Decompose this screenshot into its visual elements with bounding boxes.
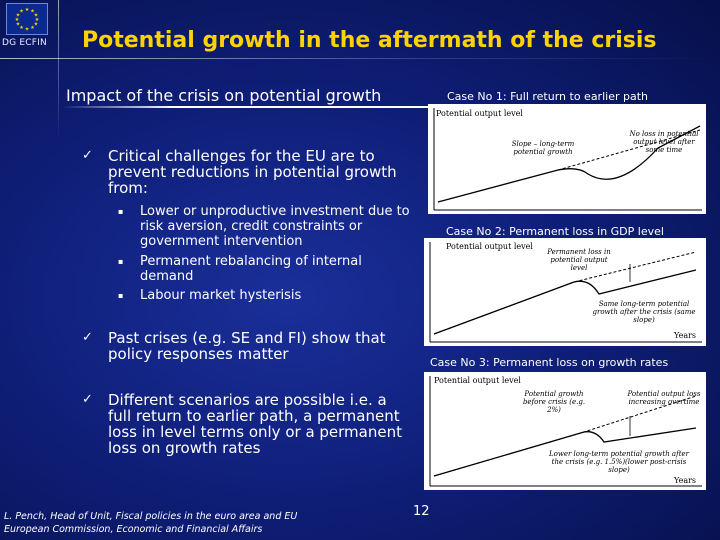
svg-text:★: ★ xyxy=(19,25,24,31)
case-1-diagram: Potential output level Slope – long-term… xyxy=(428,104,706,214)
diagram-annotation: Potential output loss increasing overtim… xyxy=(627,390,701,406)
bullet-text: Different scenarios are possible i.e. a … xyxy=(108,391,402,457)
x-axis-label: Years xyxy=(674,331,697,340)
case-3-diagram: Potential output level Potential growth … xyxy=(424,372,706,490)
header-divider xyxy=(0,58,720,59)
sub-bullet-text: Permanent rebalancing of internal demand xyxy=(140,254,362,284)
checkmark-icon: ✓ xyxy=(82,392,93,407)
case-2-diagram: Potential output level Permanent loss in… xyxy=(424,238,706,346)
case-1-label: Case No 1: Full return to earlier path xyxy=(447,90,648,103)
svg-text:★: ★ xyxy=(25,27,30,33)
bullet-text: Critical challenges for the EU are to pr… xyxy=(108,147,397,197)
svg-text:★: ★ xyxy=(19,9,24,15)
svg-text:★: ★ xyxy=(34,22,39,28)
footer-credit: L. Pench, Head of Unit, Fiscal policies … xyxy=(4,510,334,536)
checkmark-icon: ✓ xyxy=(82,148,93,163)
section-subtitle: Impact of the crisis on potential growth xyxy=(66,86,382,105)
case-2-label: Case No 2: Permanent loss in GDP level xyxy=(446,225,664,238)
footer-line: European Commission, Economic and Financ… xyxy=(4,524,263,535)
square-bullet-icon: ▪ xyxy=(118,257,124,266)
svg-text:★: ★ xyxy=(35,17,40,23)
subtitle-underline xyxy=(62,106,432,108)
svg-text:★: ★ xyxy=(25,7,30,13)
diagram-annotation: Lower long-term potential growth after t… xyxy=(548,450,690,474)
sub-bullet-text: Lower or unproductive investment due to … xyxy=(140,204,410,249)
case-3-label: Case No 3: Permanent loss on growth rate… xyxy=(430,356,669,369)
header-vertical-divider xyxy=(58,0,59,140)
footer-line: L. Pench, Head of Unit, Fiscal policies … xyxy=(4,511,298,522)
page-title: Potential growth in the aftermath of the… xyxy=(82,28,657,53)
x-axis-label: Years xyxy=(674,476,697,485)
svg-text:★: ★ xyxy=(16,22,21,28)
page-number: 12 xyxy=(413,504,430,519)
checkmark-icon: ✓ xyxy=(82,330,93,345)
svg-text:★: ★ xyxy=(34,13,39,19)
y-axis-label: Potential output level xyxy=(434,376,521,385)
diagram-annotation: Slope – long-term potential growth xyxy=(511,140,575,156)
svg-text:★: ★ xyxy=(30,9,35,15)
square-bullet-icon: ▪ xyxy=(118,291,124,300)
eu-flag-icon: ★ ★ ★ ★ ★ ★ ★ ★ ★ ★ ★ ★ xyxy=(6,3,48,35)
diagram-annotation: No loss in potential output level after … xyxy=(629,130,699,154)
y-axis-label: Potential output level xyxy=(446,242,533,251)
sub-bullet-text: Labour market hysterisis xyxy=(140,288,302,303)
square-bullet-icon: ▪ xyxy=(118,207,124,216)
svg-text:★: ★ xyxy=(16,13,21,19)
svg-text:★: ★ xyxy=(30,25,35,31)
svg-text:★: ★ xyxy=(15,17,20,23)
diagram-annotation: Permanent loss in potential output level xyxy=(547,248,611,272)
diagram-annotation: Same long-term potential growth after th… xyxy=(592,300,696,324)
bullet-text: Past crises (e.g. SE and FI) show that p… xyxy=(108,329,386,363)
y-axis-label: Potential output level xyxy=(436,109,523,118)
org-label: DG ECFIN xyxy=(2,38,47,48)
diagram-annotation: Potential growth before crisis (e.g. 2%) xyxy=(522,390,586,414)
